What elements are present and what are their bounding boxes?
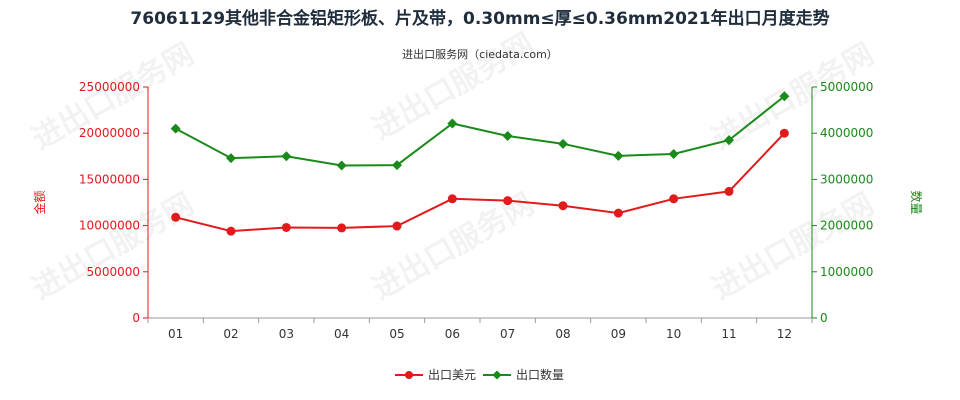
x-tick-label: 08 [555, 327, 570, 341]
x-tick-label: 06 [445, 327, 460, 341]
watermark-text: 进出口服务网 [367, 187, 540, 307]
left-tick-label: 25000000 [79, 80, 140, 94]
data-point [724, 186, 734, 196]
legend-item-quantity[interactable]: 出口数量 [483, 367, 564, 382]
watermark-text: 进出口服务网 [707, 187, 880, 307]
series-usd [171, 128, 789, 236]
watermark-text: 进出口服务网 [367, 27, 540, 147]
data-point [336, 160, 347, 171]
data-point [447, 194, 457, 204]
left-axis-label: 金额 [32, 190, 47, 214]
data-point [170, 123, 181, 134]
series-line [175, 95, 785, 167]
right-tick-label: 5000000 [820, 80, 873, 94]
data-point [337, 223, 347, 233]
x-tick-label: 11 [721, 327, 736, 341]
data-point [668, 148, 679, 159]
data-point [558, 138, 568, 149]
data-point [503, 196, 513, 206]
right-tick-label: 3000000 [820, 172, 873, 186]
legend-label-usd: 出口美元 [428, 368, 476, 382]
data-point [779, 128, 789, 138]
x-tick-label: 02 [223, 327, 238, 341]
data-point [669, 194, 679, 204]
data-point [392, 221, 402, 231]
x-tick-label: 03 [279, 327, 294, 341]
x-tick-label: 04 [334, 327, 349, 341]
chart-subtitle: 进出口服务网（ciedata.com） [402, 47, 558, 61]
data-point [447, 118, 458, 129]
data-point [779, 91, 790, 102]
data-point [171, 212, 181, 222]
left-tick-label: 15000000 [79, 172, 140, 186]
watermark-text: 进出口服务网 [27, 187, 200, 307]
series-layer [170, 91, 790, 236]
right-tick-label: 2000000 [820, 219, 873, 233]
data-point [226, 226, 236, 236]
left-tick-label: 0 [132, 311, 140, 325]
data-point [558, 201, 568, 211]
data-point [613, 150, 624, 161]
right-tick-label: 4000000 [820, 126, 873, 140]
x-tick-label: 12 [777, 327, 792, 341]
data-point [392, 160, 402, 171]
data-point [613, 208, 623, 218]
left-tick-label: 5000000 [87, 265, 140, 279]
data-point [281, 151, 292, 162]
legend-item-usd[interactable]: 出口美元 [395, 368, 476, 382]
data-point [226, 153, 236, 164]
data-point [281, 222, 291, 232]
data-point [724, 135, 734, 146]
left-tick-label: 20000000 [79, 126, 140, 140]
left-tick-label: 10000000 [79, 219, 140, 233]
x-tick-label: 01 [168, 327, 183, 341]
x-tick-label: 07 [500, 327, 515, 341]
left-axis: 0 5000000 10000000 15000000 20000000 25000000 [79, 80, 149, 325]
legend-label-quantity: 出口数量 [516, 367, 564, 382]
chart-title: 76061129其他非合金铝矩形板、片及带，0.30mm≤厚≤0.36mm202… [130, 8, 829, 29]
x-tick-label: 10 [666, 327, 681, 341]
right-axis: 0 1000000 2000000 3000000 4000000 5000000 [811, 80, 873, 325]
right-tick-label: 1000000 [820, 265, 873, 279]
x-tick-label: 05 [389, 327, 404, 341]
x-axis: 01 02 03 04 05 06 07 08 09 10 11 12 [147, 318, 813, 341]
x-tick-label: 09 [611, 327, 626, 341]
right-axis-label: 数量 [909, 190, 924, 214]
series-quantity [170, 91, 790, 171]
right-tick-label: 0 [820, 311, 828, 325]
data-point [502, 130, 513, 141]
legend: 出口美元 出口数量 [395, 367, 564, 382]
series-line [175, 132, 786, 233]
